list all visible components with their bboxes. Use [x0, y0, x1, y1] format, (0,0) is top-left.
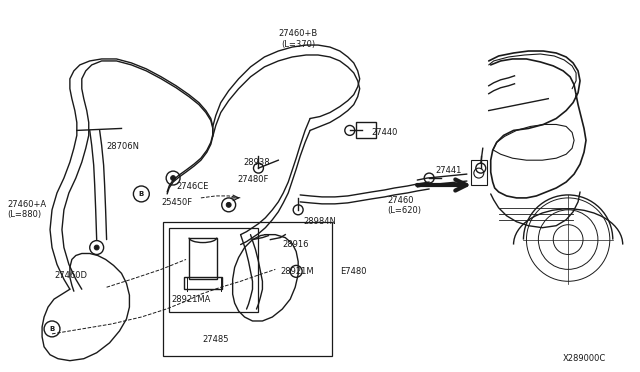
Text: 28921M: 28921M — [280, 267, 314, 276]
Text: 27485: 27485 — [202, 335, 229, 344]
Text: 28916: 28916 — [282, 240, 308, 248]
Circle shape — [166, 171, 180, 185]
Text: 27460D: 27460D — [54, 271, 87, 280]
Circle shape — [227, 202, 231, 207]
Text: 28984N: 28984N — [303, 217, 336, 226]
Text: 25450F: 25450F — [161, 198, 192, 207]
Text: 27460+B
(L=370): 27460+B (L=370) — [278, 29, 318, 49]
Bar — [471, 160, 487, 185]
Circle shape — [171, 176, 175, 180]
Text: 27441: 27441 — [435, 166, 461, 175]
Bar — [163, 222, 332, 356]
Text: 28921MA: 28921MA — [171, 295, 211, 304]
Circle shape — [44, 321, 60, 337]
Text: 28938: 28938 — [244, 158, 270, 167]
Text: 28706N: 28706N — [107, 142, 140, 151]
Circle shape — [221, 198, 236, 212]
Bar — [169, 228, 259, 312]
Circle shape — [133, 186, 149, 202]
Bar — [189, 238, 217, 279]
Text: 27440: 27440 — [372, 128, 398, 137]
Text: 27460+A
(L=880): 27460+A (L=880) — [7, 200, 47, 219]
Text: 27480F: 27480F — [237, 175, 269, 184]
Bar — [184, 277, 221, 289]
Circle shape — [90, 241, 104, 254]
Text: 2746CE: 2746CE — [176, 182, 209, 191]
Text: X289000C: X289000C — [563, 354, 607, 363]
Text: E7480: E7480 — [340, 267, 366, 276]
Text: B: B — [139, 191, 144, 197]
Circle shape — [94, 245, 99, 250]
Bar — [356, 122, 376, 138]
Text: B: B — [49, 326, 54, 332]
Text: 27460
(L=620): 27460 (L=620) — [387, 196, 422, 215]
